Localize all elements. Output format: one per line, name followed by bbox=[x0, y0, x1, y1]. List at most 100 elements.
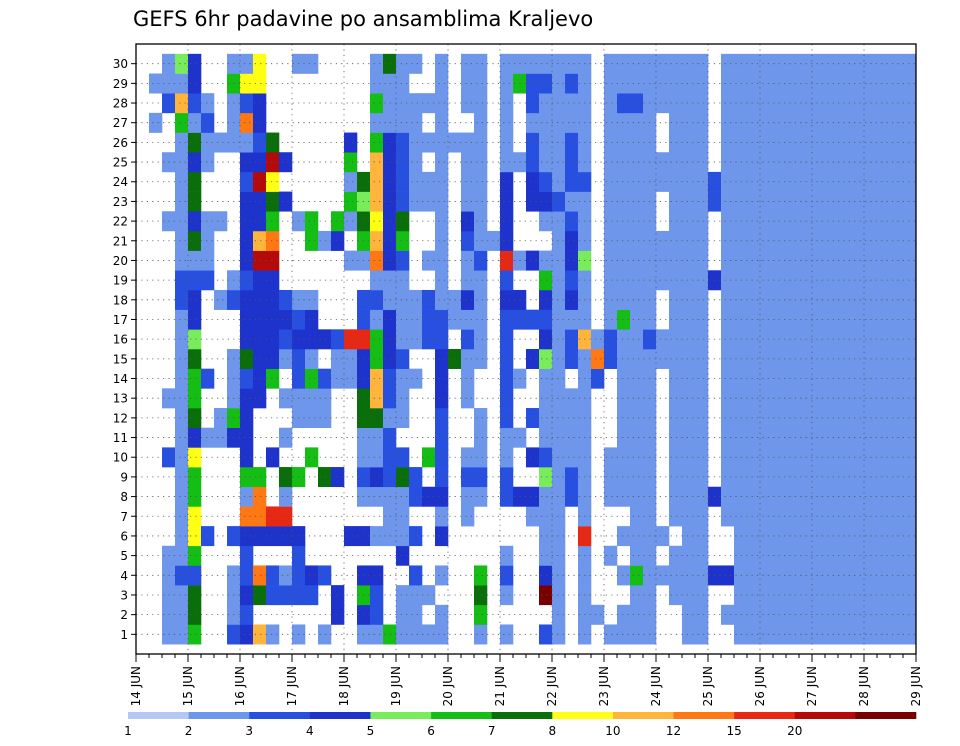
heatmap-cell bbox=[253, 191, 267, 212]
heatmap-cell bbox=[812, 349, 826, 369]
heatmap-cell bbox=[669, 545, 683, 566]
heatmap-cell bbox=[370, 211, 384, 232]
heatmap-cell bbox=[617, 388, 631, 409]
heatmap-cell bbox=[201, 230, 215, 251]
heatmap-cell bbox=[305, 230, 319, 251]
heatmap-cell bbox=[838, 368, 852, 389]
heatmap-cell bbox=[825, 309, 839, 330]
heatmap-cell bbox=[604, 93, 618, 114]
heatmap-cell bbox=[825, 408, 839, 429]
x-tick-label: 18 JUN bbox=[337, 666, 351, 706]
heatmap-cell bbox=[435, 467, 449, 488]
heatmap-cell bbox=[539, 388, 553, 409]
heatmap-cell bbox=[383, 624, 397, 645]
heatmap-cell bbox=[760, 585, 774, 606]
heatmap-cell bbox=[682, 329, 696, 350]
heatmap-cell bbox=[903, 329, 917, 350]
heatmap-cell bbox=[721, 467, 735, 488]
heatmap-cell bbox=[604, 309, 618, 330]
heatmap-cell bbox=[890, 545, 904, 566]
heatmap-cell bbox=[786, 388, 800, 409]
heatmap-cell bbox=[240, 624, 254, 645]
heatmap-cell bbox=[617, 526, 631, 547]
heatmap-cell bbox=[877, 408, 891, 429]
heatmap-cell bbox=[695, 447, 709, 468]
heatmap-cell bbox=[903, 349, 917, 369]
heatmap-cell bbox=[240, 526, 254, 547]
heatmap-cell bbox=[812, 329, 826, 350]
heatmap-cell bbox=[825, 270, 839, 291]
heatmap-cell bbox=[435, 565, 449, 586]
legend-swatch bbox=[370, 712, 432, 719]
legend-swatch bbox=[128, 712, 189, 719]
heatmap-cell bbox=[370, 289, 384, 310]
heatmap-cell bbox=[734, 211, 748, 232]
heatmap-cell bbox=[903, 191, 917, 212]
heatmap-cell bbox=[617, 604, 631, 625]
heatmap-cell bbox=[383, 427, 397, 448]
heatmap-cell bbox=[305, 53, 319, 74]
heatmap-cell bbox=[253, 624, 267, 645]
heatmap-cell bbox=[409, 53, 423, 74]
heatmap-cell bbox=[552, 427, 566, 448]
heatmap-cell bbox=[617, 467, 631, 488]
heatmap-cell bbox=[747, 604, 761, 625]
heatmap-cell bbox=[266, 329, 280, 350]
heatmap-cell bbox=[630, 624, 644, 645]
heatmap-cell bbox=[539, 565, 553, 586]
heatmap-cell bbox=[656, 270, 670, 291]
heatmap-cell bbox=[500, 545, 514, 566]
heatmap-cell bbox=[786, 604, 800, 625]
heatmap-cell bbox=[188, 152, 202, 173]
heatmap-cell bbox=[539, 112, 553, 133]
heatmap-cell bbox=[539, 486, 553, 507]
heatmap-cell bbox=[760, 191, 774, 212]
heatmap-cell bbox=[851, 545, 865, 566]
heatmap-cell bbox=[890, 604, 904, 625]
heatmap-cell bbox=[435, 427, 449, 448]
heatmap-cell bbox=[617, 171, 631, 192]
heatmap-cell bbox=[370, 388, 384, 409]
heatmap-cell bbox=[630, 526, 644, 547]
legend-swatch bbox=[552, 712, 614, 719]
heatmap-cell bbox=[344, 329, 358, 350]
heatmap-cell bbox=[695, 289, 709, 310]
heatmap-cell bbox=[331, 585, 345, 606]
heatmap-cell bbox=[188, 545, 202, 566]
heatmap-cell bbox=[760, 152, 774, 173]
heatmap-cell bbox=[669, 408, 683, 429]
heatmap-cell bbox=[552, 526, 566, 547]
heatmap-cell bbox=[526, 447, 540, 468]
heatmap-cell bbox=[747, 152, 761, 173]
heatmap-cell bbox=[682, 486, 696, 507]
heatmap-cell bbox=[630, 565, 644, 586]
heatmap-cell bbox=[721, 447, 735, 468]
heatmap-cell bbox=[539, 250, 553, 271]
heatmap-cell bbox=[266, 230, 280, 251]
heatmap-cell bbox=[565, 250, 579, 271]
heatmap-cell bbox=[838, 427, 852, 448]
heatmap-cell bbox=[201, 526, 215, 547]
heatmap-cell bbox=[552, 408, 566, 429]
heatmap-cell bbox=[747, 289, 761, 310]
heatmap-cell bbox=[526, 349, 540, 369]
heatmap-cell bbox=[812, 506, 826, 527]
y-tick-label: 30 bbox=[113, 57, 128, 71]
heatmap-cell bbox=[747, 329, 761, 350]
heatmap-cell bbox=[240, 132, 254, 153]
heatmap-cell bbox=[318, 565, 332, 586]
heatmap-cell bbox=[409, 152, 423, 173]
heatmap-cell bbox=[240, 408, 254, 429]
heatmap-cell bbox=[240, 289, 254, 310]
heatmap-cell bbox=[747, 467, 761, 488]
heatmap-cell bbox=[851, 408, 865, 429]
heatmap-cell bbox=[695, 230, 709, 251]
x-tick-label: 24 JUN bbox=[649, 666, 663, 706]
heatmap-cell bbox=[565, 447, 579, 468]
heatmap-cell bbox=[604, 171, 618, 192]
heatmap-cell bbox=[617, 408, 631, 429]
heatmap-cell bbox=[604, 250, 618, 271]
heatmap-cell bbox=[734, 388, 748, 409]
heatmap-cell bbox=[812, 604, 826, 625]
heatmap-cell bbox=[669, 112, 683, 133]
